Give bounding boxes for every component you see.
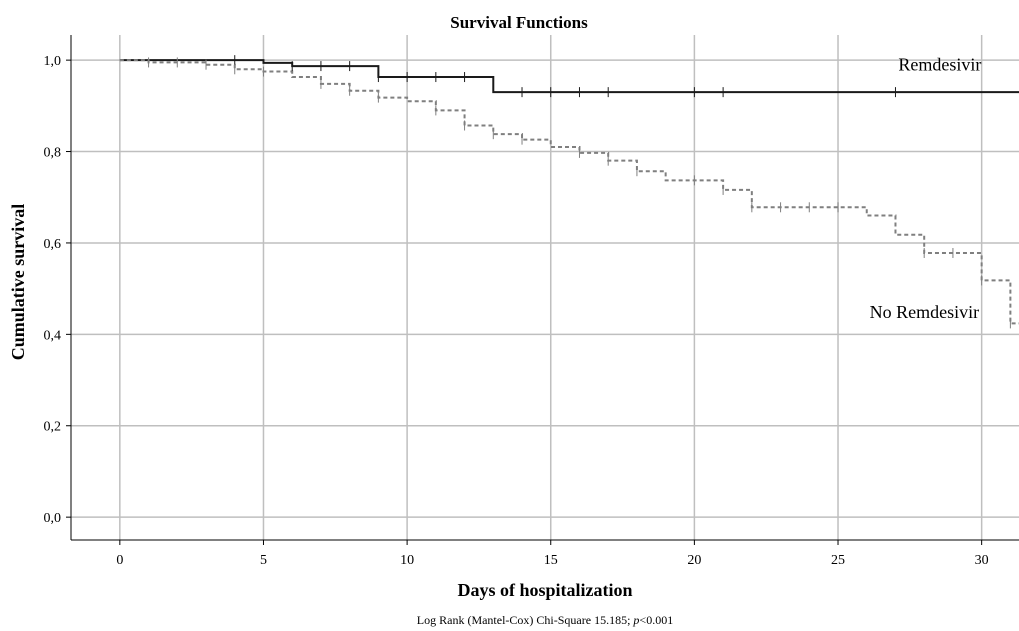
axes — [66, 35, 1019, 545]
footnote-suffix: <0.001 — [639, 613, 673, 627]
series-lines — [119, 59, 1019, 325]
y-tick-label: 0,4 — [44, 328, 62, 343]
grid-lines — [71, 35, 1019, 540]
curve-annotations: Remdesivir No Remdesivir — [870, 55, 982, 322]
footnote-prefix: Log Rank (Mantel-Cox) Chi-Square 15.185; — [417, 613, 634, 627]
curve-label: No Remdesivir — [870, 302, 980, 322]
y-tick-label: 0,2 — [44, 420, 62, 435]
y-tick-label: 1,0 — [44, 54, 62, 69]
x-tick-label: 30 — [975, 553, 989, 568]
x-axis-label: Days of hospitalization — [457, 580, 632, 600]
tick-labels: 0 5 10 15 20 25 30 0,0 0,2 0,4 0,6 0,8 1,0 — [44, 54, 989, 568]
y-tick-label: 0,8 — [44, 146, 62, 161]
x-tick-label: 5 — [260, 553, 267, 568]
footnote-p: p — [632, 613, 639, 627]
y-tick-label: 0,0 — [44, 511, 62, 526]
x-tick-label: 15 — [544, 553, 558, 568]
x-tick-label: 20 — [687, 553, 701, 568]
y-axis-label: Cumulative survival — [8, 204, 28, 361]
chart-title: Survival Functions — [450, 13, 588, 32]
footnote: Log Rank (Mantel-Cox) Chi-Square 15.185;… — [417, 613, 673, 627]
censor-marks — [148, 55, 1011, 329]
x-tick-label: 25 — [831, 553, 845, 568]
x-tick-label: 10 — [400, 553, 414, 568]
series-line-remdesivir — [119, 59, 1019, 94]
series-line-no-remdesivir — [119, 59, 1019, 325]
x-tick-label: 0 — [116, 553, 123, 568]
curve-label: Remdesivir — [898, 55, 981, 75]
y-tick-label: 0,6 — [44, 237, 62, 252]
